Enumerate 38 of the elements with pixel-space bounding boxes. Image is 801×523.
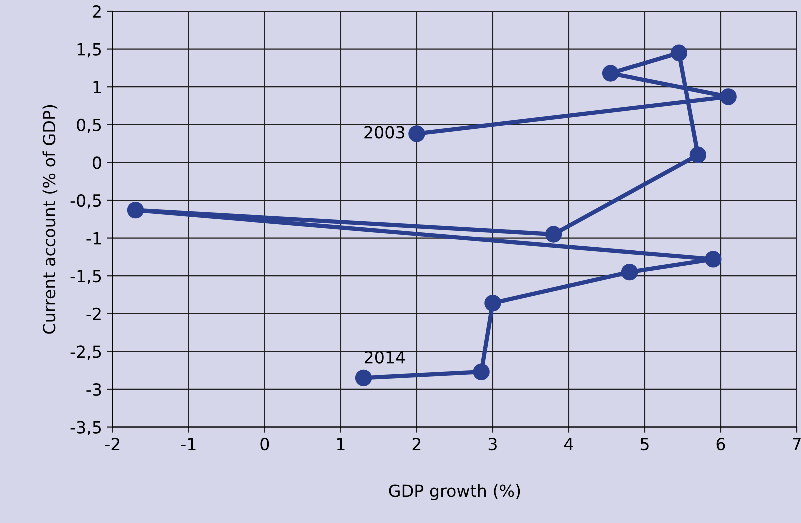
point <box>408 126 426 142</box>
y-tick-label: -2 <box>86 308 101 320</box>
y-tick-label: 0,5 <box>77 118 102 134</box>
y-tick-label: -0,5 <box>70 194 102 209</box>
x-tick-label: 4 <box>564 438 574 450</box>
x-tick-label: 1 <box>337 438 345 450</box>
point <box>473 364 490 380</box>
x-tick-label: 3 <box>488 438 497 451</box>
y-tick-label: 1,5 <box>78 43 102 58</box>
y-tick-label: -1,5 <box>70 270 102 284</box>
point <box>621 264 638 281</box>
point <box>545 226 562 243</box>
point <box>127 202 144 219</box>
point <box>670 44 688 62</box>
x-tick-label: 2 <box>412 438 421 450</box>
y-tick-label: -2,5 <box>70 346 102 360</box>
y-tick-label: 1 <box>94 81 101 94</box>
x-tick-label: 6 <box>716 438 726 451</box>
x-tick-label: 5 <box>640 438 649 451</box>
y-tick-label: -1 <box>86 232 101 245</box>
point <box>690 146 707 164</box>
y-axis-title: Current account (% of GDP) <box>42 105 58 334</box>
point <box>720 88 737 106</box>
annotation: 2003 <box>364 126 405 139</box>
point <box>484 294 502 312</box>
y-tick-label: -3,5 <box>70 421 102 436</box>
y-tick-label: 0 <box>93 156 102 170</box>
point <box>355 370 372 386</box>
y-tick-label: -3 <box>86 383 102 396</box>
x-tick-label: -1 <box>181 438 196 450</box>
x-tick-label: 0 <box>260 438 270 451</box>
point <box>602 65 620 82</box>
y-tick-label: 2 <box>93 5 101 18</box>
point <box>705 251 722 268</box>
x-tick-label: 7 <box>793 438 801 450</box>
annotation: 2014 <box>364 351 406 364</box>
x-axis-title: GDP growth (%) <box>389 484 520 501</box>
x-tick-label: -2 <box>105 438 120 450</box>
